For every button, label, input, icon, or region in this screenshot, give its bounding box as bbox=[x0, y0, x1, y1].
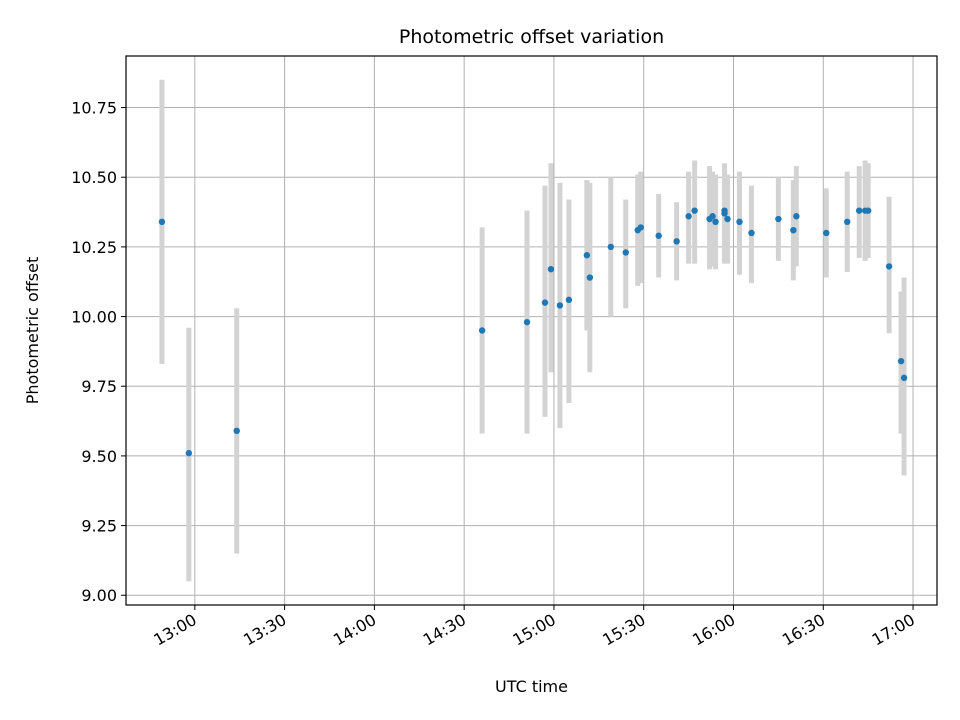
data-point bbox=[823, 229, 830, 237]
data-point bbox=[565, 296, 573, 304]
data-point bbox=[556, 302, 564, 309]
data-point bbox=[607, 243, 615, 251]
data-point bbox=[685, 213, 692, 220]
y-tick-label: 10.00 bbox=[71, 308, 117, 327]
data-point bbox=[637, 224, 644, 231]
data-point bbox=[793, 213, 800, 220]
data-point bbox=[547, 265, 555, 273]
x-axis-title: UTC time bbox=[495, 677, 568, 696]
data-point bbox=[185, 449, 193, 457]
y-tick-label: 9.25 bbox=[81, 517, 117, 536]
data-point bbox=[790, 226, 797, 234]
data-point bbox=[709, 213, 716, 220]
data-point bbox=[541, 299, 549, 306]
data-point bbox=[673, 238, 680, 245]
data-point bbox=[583, 252, 591, 259]
y-axis-ticks: 9.00 9.25 9.50 9.75 10.00 10.25 10.50 10.75 bbox=[71, 99, 126, 605]
data-point bbox=[844, 218, 851, 226]
data-point bbox=[691, 207, 698, 214]
data-point bbox=[478, 327, 486, 334]
y-tick-label: 10.75 bbox=[71, 99, 117, 118]
data-point bbox=[724, 215, 731, 223]
data-point bbox=[233, 427, 240, 435]
plot-frame bbox=[125, 55, 938, 606]
data-point bbox=[748, 229, 755, 237]
y-axis-title: Photometric offset bbox=[23, 257, 42, 405]
data-point bbox=[586, 274, 594, 281]
data-point bbox=[655, 232, 662, 239]
data-point bbox=[736, 218, 743, 226]
data-point bbox=[158, 218, 166, 226]
data-point bbox=[864, 207, 872, 214]
data-point bbox=[523, 318, 531, 326]
y-tick-label: 10.50 bbox=[71, 168, 117, 187]
chart-title: Photometric offset variation bbox=[399, 26, 664, 48]
y-tick-label: 10.25 bbox=[71, 238, 117, 257]
data-point bbox=[900, 374, 908, 382]
grid bbox=[126, 56, 937, 605]
y-tick-label: 9.50 bbox=[81, 447, 117, 466]
data-point bbox=[712, 218, 719, 226]
y-tick-label: 9.75 bbox=[81, 377, 117, 396]
data-points bbox=[158, 207, 908, 457]
data-point bbox=[897, 357, 905, 365]
data-point bbox=[855, 207, 863, 214]
data-point bbox=[885, 263, 893, 270]
data-point bbox=[622, 249, 629, 256]
data-point bbox=[721, 210, 728, 217]
data-point bbox=[775, 215, 782, 223]
y-tick-label: 9.00 bbox=[81, 586, 117, 605]
